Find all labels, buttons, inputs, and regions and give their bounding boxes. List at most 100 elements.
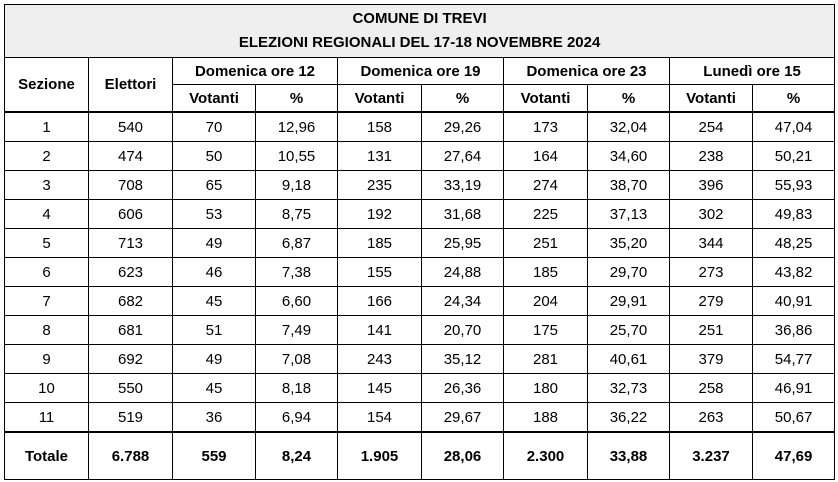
table-cell: 141 xyxy=(337,315,422,345)
header-elettori: Elettori xyxy=(88,57,173,113)
table-cell: 281 xyxy=(503,344,588,374)
header-percent: % xyxy=(421,84,504,113)
table-cell: 519 xyxy=(88,402,173,433)
table-cell: 155 xyxy=(337,257,422,287)
table-cell: 26,36 xyxy=(421,373,504,403)
total-cell: 8,24 xyxy=(255,431,338,480)
title-line-1: COMUNE DI TREVI xyxy=(352,10,487,27)
table-cell: 1 xyxy=(4,111,89,142)
table-cell: 4 xyxy=(4,199,89,229)
table-cell: 7,49 xyxy=(255,315,338,345)
table-cell: 185 xyxy=(337,228,422,258)
table-cell: 8,18 xyxy=(255,373,338,403)
table-cell: 31,68 xyxy=(421,199,504,229)
table-cell: 29,70 xyxy=(587,257,670,287)
table-cell: 8,75 xyxy=(255,199,338,229)
table-cell: 175 xyxy=(503,315,588,345)
total-cell: Totale xyxy=(4,431,89,480)
table-cell: 33,19 xyxy=(421,170,504,200)
table-cell: 25,95 xyxy=(421,228,504,258)
table-cell: 225 xyxy=(503,199,588,229)
table-cell: 45 xyxy=(172,373,256,403)
table-cell: 9 xyxy=(4,344,89,374)
table-cell: 258 xyxy=(669,373,753,403)
title-line-2: ELEZIONI REGIONALI DEL 17-18 NOVEMBRE 20… xyxy=(238,34,601,51)
table-cell: 8 xyxy=(4,315,89,345)
table-cell: 50,67 xyxy=(751,402,836,433)
table-cell: 550 xyxy=(88,373,173,403)
table-cell: 36,22 xyxy=(587,402,670,433)
table-cell: 379 xyxy=(669,344,753,374)
table-cell: 188 xyxy=(503,402,588,433)
table-row: 7 682 45 6,60 166 24,34 204 29,91 279 40,91 xyxy=(4,286,836,316)
table-cell: 32,73 xyxy=(587,373,670,403)
table-cell: 29,26 xyxy=(421,111,504,142)
table-cell: 50 xyxy=(172,141,256,171)
table-cell: 396 xyxy=(669,170,753,200)
table-cell: 302 xyxy=(669,199,753,229)
table-cell: 10 xyxy=(4,373,89,403)
header-votanti: Votanti xyxy=(503,84,588,113)
header-votanti: Votanti xyxy=(669,84,753,113)
header-sezione: Sezione xyxy=(4,57,89,113)
table-cell: 251 xyxy=(503,228,588,258)
header-percent: % xyxy=(587,84,670,113)
table-row: 5 713 49 6,87 185 25,95 251 35,20 344 48,25 xyxy=(4,228,836,258)
table-row: 2 474 50 10,55 131 27,64 164 34,60 238 50,21 xyxy=(4,141,836,171)
table-cell: 29,67 xyxy=(421,402,504,433)
table-cell: 35,20 xyxy=(587,228,670,258)
table-cell: 9,18 xyxy=(255,170,338,200)
table-cell: 131 xyxy=(337,141,422,171)
table-cell: 12,96 xyxy=(255,111,338,142)
table-row: 8 681 51 7,49 141 20,70 175 25,70 251 36,86 xyxy=(4,315,836,345)
header-votanti: Votanti xyxy=(337,84,422,113)
table-cell: 46,91 xyxy=(751,373,836,403)
table-cell: 254 xyxy=(669,111,753,142)
table-cell: 274 xyxy=(503,170,588,200)
table-cell: 682 xyxy=(88,286,173,316)
table-cell: 7,38 xyxy=(255,257,338,287)
table-cell: 34,60 xyxy=(587,141,670,171)
table-cell: 180 xyxy=(503,373,588,403)
table-cell: 2 xyxy=(4,141,89,171)
table-cell: 48,25 xyxy=(751,228,836,258)
table-cell: 40,91 xyxy=(751,286,836,316)
table-cell: 54,77 xyxy=(751,344,836,374)
header-votanti: Votanti xyxy=(172,84,256,113)
table-cell: 43,82 xyxy=(751,257,836,287)
table-cell: 35,12 xyxy=(421,344,504,374)
table-cell: 6,60 xyxy=(255,286,338,316)
table-cell: 24,34 xyxy=(421,286,504,316)
table-cell: 70 xyxy=(172,111,256,142)
table-cell: 708 xyxy=(88,170,173,200)
table-cell: 47,04 xyxy=(751,111,836,142)
total-row: Totale 6.788 559 8,24 1.905 28,06 2.300 … xyxy=(4,431,836,480)
table-cell: 49,83 xyxy=(751,199,836,229)
table-cell: 692 xyxy=(88,344,173,374)
table-cell: 681 xyxy=(88,315,173,345)
table-cell: 37,13 xyxy=(587,199,670,229)
table-cell: 51 xyxy=(172,315,256,345)
table-cell: 53 xyxy=(172,199,256,229)
table-row: 6 623 46 7,38 155 24,88 185 29,70 273 43,82 xyxy=(4,257,836,287)
header-group-3: Domenica ore 23 xyxy=(503,57,670,85)
table-cell: 46 xyxy=(172,257,256,287)
table-row: 4 606 53 8,75 192 31,68 225 37,13 302 49,83 xyxy=(4,199,836,229)
table-cell: 204 xyxy=(503,286,588,316)
table-cell: 38,70 xyxy=(587,170,670,200)
table-cell: 273 xyxy=(669,257,753,287)
table-cell: 154 xyxy=(337,402,422,433)
table-cell: 27,64 xyxy=(421,141,504,171)
table-cell: 164 xyxy=(503,141,588,171)
table-cell: 474 xyxy=(88,141,173,171)
table-row: 10 550 45 8,18 145 26,36 180 32,73 258 46,91 xyxy=(4,373,836,403)
table-cell: 40,61 xyxy=(587,344,670,374)
table-row: 9 692 49 7,08 243 35,12 281 40,61 379 54,77 xyxy=(4,344,836,374)
table-cell: 185 xyxy=(503,257,588,287)
table-title: COMUNE DI TREVI ELEZIONI REGIONALI DEL 1… xyxy=(3,4,836,58)
header-group-1: Domenica ore 12 xyxy=(172,57,338,85)
table-cell: 49 xyxy=(172,228,256,258)
table-cell: 251 xyxy=(669,315,753,345)
table-cell: 263 xyxy=(669,402,753,433)
table-cell: 36 xyxy=(172,402,256,433)
